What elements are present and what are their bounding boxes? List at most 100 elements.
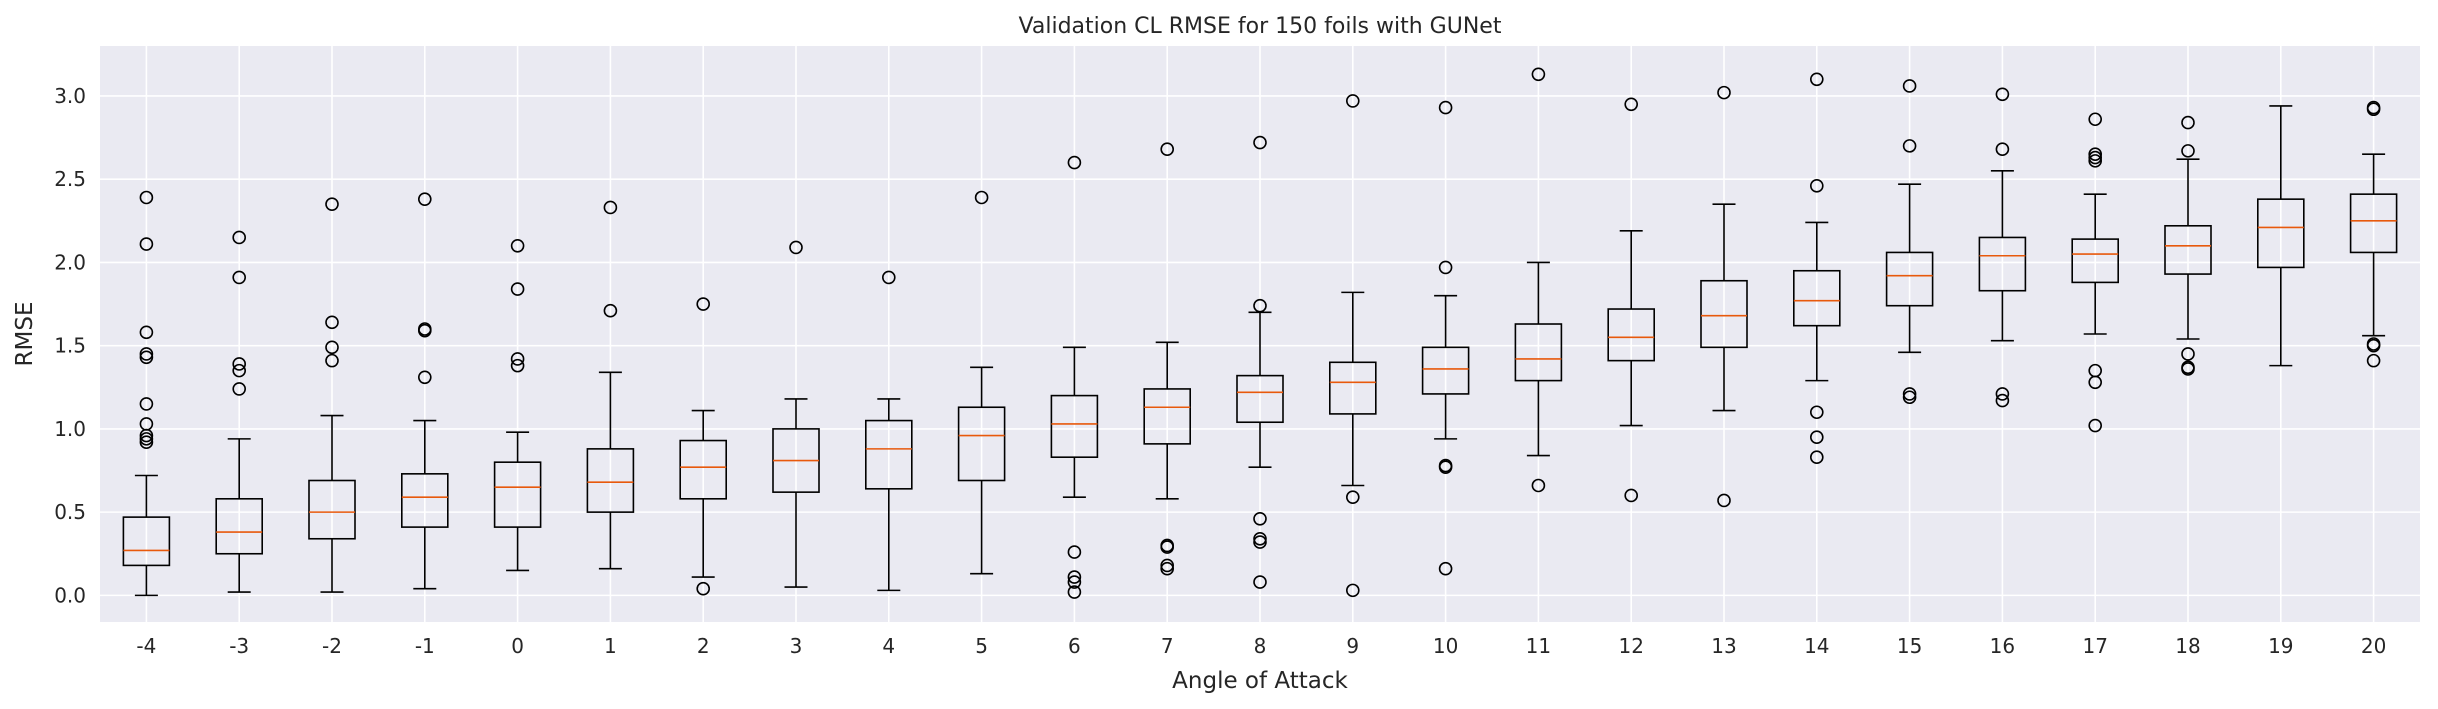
x-tick-label: 17 bbox=[2082, 634, 2107, 658]
outlier-point bbox=[1253, 531, 1267, 546]
outlier-point bbox=[2088, 150, 2102, 165]
box-18 bbox=[2164, 115, 2212, 376]
x-tick-label: -1 bbox=[415, 634, 435, 658]
outlier-point bbox=[1253, 298, 1267, 313]
outlier-point bbox=[139, 432, 154, 446]
x-tick-label: 15 bbox=[1897, 634, 1922, 658]
y-tick-label: 1.0 bbox=[54, 417, 86, 441]
box-iqr bbox=[2349, 193, 2398, 254]
x-tick-label: 20 bbox=[2361, 634, 2386, 658]
outlier-point bbox=[1160, 538, 1174, 553]
y-tick-label: 3.0 bbox=[54, 84, 86, 108]
x-tick-label: 11 bbox=[1526, 634, 1551, 658]
box-iqr bbox=[1329, 361, 1377, 415]
box-1 bbox=[586, 200, 635, 570]
outlier-point bbox=[139, 347, 154, 361]
box-iqr bbox=[308, 479, 356, 540]
outlier-point bbox=[325, 353, 339, 368]
y-tick-labels: 0.0 0.5 1.0 1.5 2.0 2.5 3.0 bbox=[54, 84, 86, 607]
outlier-point bbox=[139, 417, 154, 431]
y-tick-label: 2.0 bbox=[54, 250, 86, 274]
outlier-point bbox=[417, 322, 432, 336]
box-series bbox=[122, 67, 2398, 599]
x-tick-label: 18 bbox=[2175, 634, 2200, 658]
outlier-point bbox=[881, 270, 896, 285]
outlier-point bbox=[1438, 561, 1453, 576]
outlier-point bbox=[232, 230, 246, 245]
outlier-point bbox=[1810, 72, 1824, 87]
x-tick-labels: -4 -3 -2 -1 0 1 2 3 4 5 6 7 8 9 10 11 12 13 14 15 16 17 18 19 20 bbox=[136, 634, 2386, 658]
y-tick-label: 0.0 bbox=[54, 583, 86, 607]
y-tick-label: 0.5 bbox=[54, 500, 86, 524]
box-iqr bbox=[864, 419, 913, 490]
box-iqr bbox=[679, 439, 728, 500]
outlier-point bbox=[510, 358, 525, 373]
outlier-point bbox=[2088, 147, 2102, 162]
outlier-point bbox=[1995, 87, 2010, 102]
box-iqr bbox=[586, 448, 635, 513]
x-tick-label: 8 bbox=[1254, 634, 1267, 658]
outlier-point bbox=[232, 270, 246, 285]
x-tick-label: -4 bbox=[136, 634, 156, 658]
box-iqr bbox=[1236, 374, 1284, 424]
outlier-point bbox=[2088, 363, 2102, 378]
outlier-point bbox=[2181, 144, 2195, 158]
box-6 bbox=[1050, 155, 1099, 599]
outlier-point bbox=[510, 282, 525, 296]
outlier-point bbox=[1717, 85, 1731, 100]
x-tick-label: 16 bbox=[1990, 634, 2015, 658]
outlier-point bbox=[1810, 179, 1824, 193]
box-7 bbox=[1143, 142, 1191, 576]
box--3 bbox=[215, 230, 263, 593]
outlier-point bbox=[2181, 347, 2195, 361]
box-13 bbox=[1700, 85, 1748, 508]
outlier-point bbox=[1438, 458, 1453, 473]
outlier-point bbox=[139, 350, 154, 365]
x-tick-label: 0 bbox=[511, 634, 524, 658]
outlier-point bbox=[139, 237, 154, 251]
x-tick-label: 10 bbox=[1433, 634, 1458, 658]
box--2 bbox=[308, 197, 356, 593]
box-4 bbox=[864, 270, 913, 592]
outlier-point bbox=[2181, 360, 2195, 375]
box-iqr bbox=[493, 461, 542, 528]
box-12 bbox=[1607, 97, 1655, 503]
box-iqr bbox=[122, 516, 171, 567]
x-tick-label: 2 bbox=[697, 634, 710, 658]
x-tick-label: 3 bbox=[790, 634, 803, 658]
box-8 bbox=[1236, 135, 1284, 589]
outlier-point bbox=[1995, 393, 2010, 408]
box--1 bbox=[400, 192, 449, 590]
outlier-point bbox=[2088, 154, 2102, 168]
outlier-point bbox=[1624, 97, 1638, 112]
y-axis-label: RMSE bbox=[12, 302, 38, 367]
box-iqr bbox=[2071, 238, 2119, 284]
outlier-point bbox=[2366, 100, 2381, 115]
outlier-point bbox=[510, 352, 525, 366]
x-tick-label: 6 bbox=[1068, 634, 1081, 658]
x-tick-label: 12 bbox=[1618, 634, 1643, 658]
box-9 bbox=[1329, 94, 1377, 598]
outlier-point bbox=[1438, 100, 1453, 115]
outlier-point bbox=[696, 581, 711, 596]
outlier-point bbox=[1160, 142, 1174, 157]
outlier-point bbox=[2366, 353, 2381, 368]
outlier-point bbox=[1253, 511, 1267, 526]
box-iqr bbox=[2164, 224, 2212, 275]
outlier-point bbox=[232, 382, 246, 396]
outlier-point bbox=[1253, 575, 1267, 589]
outlier-point bbox=[1810, 450, 1824, 464]
box-20 bbox=[2349, 100, 2398, 368]
outlier-point bbox=[139, 397, 154, 411]
outlier-point bbox=[1160, 558, 1174, 573]
outlier-point bbox=[417, 370, 432, 385]
box-11 bbox=[1514, 67, 1563, 493]
outlier-point bbox=[232, 357, 246, 371]
box-14 bbox=[1793, 72, 1841, 464]
outlier-point bbox=[1067, 155, 1082, 170]
outlier-point bbox=[974, 190, 989, 205]
box-iqr bbox=[1421, 346, 1470, 395]
x-tick-label: 14 bbox=[1804, 634, 1829, 658]
y-tick-label: 1.5 bbox=[54, 334, 86, 358]
